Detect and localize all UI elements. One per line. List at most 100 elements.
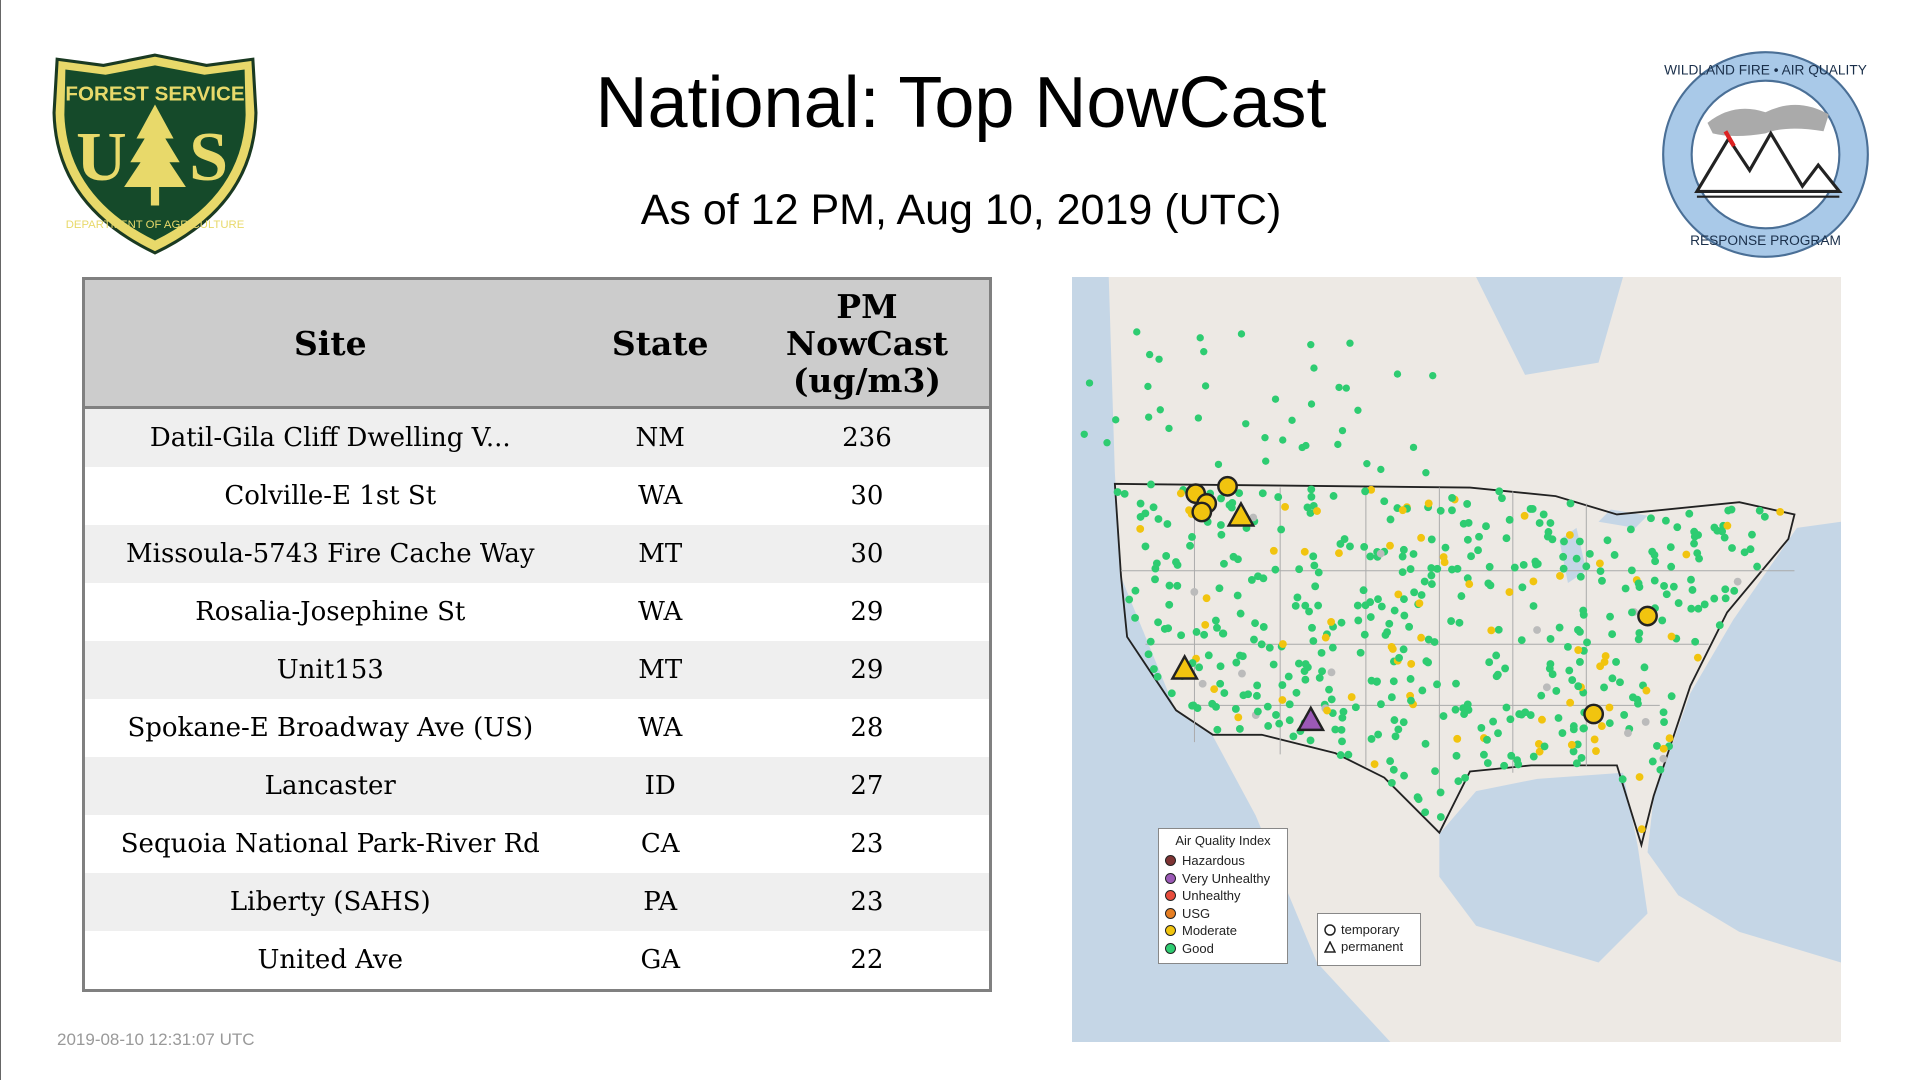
monitor-dot	[1301, 675, 1310, 684]
monitor-dot	[1531, 557, 1540, 566]
monitor-dot	[1399, 718, 1408, 727]
legend-label: Very Unhealthy	[1182, 870, 1271, 886]
monitor-dot	[1277, 525, 1286, 534]
monitor-dot	[1433, 680, 1441, 689]
monitor-dot	[1398, 506, 1407, 515]
monitor-dot	[1721, 594, 1730, 603]
monitor-dot	[1596, 567, 1605, 576]
monitor-dot	[1406, 565, 1415, 573]
monitor-dot	[1494, 625, 1503, 634]
monitor-dot	[1579, 606, 1588, 615]
monitor-dot	[1218, 629, 1227, 638]
monitor-dot	[1217, 494, 1225, 503]
cell-value: 236	[744, 407, 991, 467]
monitor-dot	[1694, 604, 1703, 613]
cell-state: MT	[575, 641, 745, 699]
monitor-dot	[1146, 637, 1155, 646]
monitor-dot	[1574, 682, 1583, 691]
monitor-dot	[1339, 707, 1348, 716]
monitor-dot	[1662, 590, 1671, 599]
monitor-dot	[1452, 751, 1461, 760]
monitor-dot	[1492, 651, 1501, 660]
monitor-dot	[1574, 625, 1582, 634]
monitor-dot	[1647, 514, 1655, 523]
legend-swatch-icon	[1165, 890, 1176, 902]
monitor-dot	[1454, 777, 1463, 786]
monitor-dot	[1188, 701, 1197, 710]
monitor-dot	[1194, 414, 1203, 422]
monitor-dot	[1380, 497, 1389, 506]
monitor-dot	[1327, 618, 1336, 626]
cell-state: MT	[575, 525, 745, 583]
monitor-dot	[1242, 420, 1250, 428]
monitor-dot	[1417, 533, 1426, 542]
monitor-dot	[1598, 576, 1606, 585]
monitor-dot	[1467, 552, 1475, 561]
water-body	[1647, 521, 1841, 963]
monitor-dot	[1546, 635, 1555, 643]
permanent-site-marker	[1226, 500, 1256, 527]
monitor-dot	[1351, 703, 1360, 712]
monitor-dot	[1398, 568, 1407, 577]
monitor-dot	[1307, 485, 1316, 494]
monitor-dot	[1398, 552, 1407, 561]
marker-legend-temporary: temporary	[1324, 921, 1414, 938]
monitor-dot	[1463, 500, 1472, 508]
monitor-dot	[1103, 439, 1111, 447]
monitor-dot	[1515, 710, 1524, 719]
monitor-dot	[1634, 635, 1643, 644]
monitor-dot	[1620, 711, 1629, 719]
monitor-dot	[1596, 662, 1605, 671]
monitor-dot	[1263, 702, 1272, 711]
monitor-dot	[1453, 734, 1462, 743]
monitor-dot	[1231, 705, 1240, 713]
monitor-dot	[1335, 383, 1343, 392]
monitor-dot	[1429, 371, 1437, 380]
monitor-dot	[1606, 612, 1614, 621]
monitor-dot	[1395, 653, 1403, 662]
cell-site: Colville-E 1st St	[83, 467, 576, 525]
monitor-dot	[1202, 594, 1211, 603]
monitor-dot	[1238, 669, 1246, 678]
monitor-dot	[1305, 607, 1313, 616]
monitor-dot	[1505, 515, 1514, 524]
monitor-dot	[1660, 582, 1668, 590]
monitor-dot	[1590, 735, 1599, 744]
monitor-dot	[1533, 626, 1541, 634]
monitor-dot	[1342, 384, 1350, 392]
monitor-dot	[1559, 564, 1568, 573]
monitor-dot	[1338, 426, 1347, 435]
monitor-dot	[1177, 631, 1186, 640]
monitor-dot	[1519, 560, 1528, 569]
monitor-dot	[1565, 666, 1574, 675]
monitor-dot	[1568, 676, 1577, 684]
monitor-dot	[1204, 651, 1213, 660]
monitor-dot	[1776, 507, 1785, 516]
monitor-dot	[1733, 577, 1742, 586]
monitor-dot	[1659, 754, 1668, 763]
water-body	[1476, 277, 1624, 375]
monitor-dot	[1275, 719, 1284, 728]
monitor-dot	[1451, 705, 1460, 714]
monitor-dot	[1311, 582, 1320, 591]
legend-label: Hazardous	[1182, 853, 1245, 869]
monitor-dot	[1422, 657, 1431, 666]
monitor-dot	[1327, 668, 1336, 677]
monitor-dot	[1214, 460, 1223, 469]
monitor-dot	[1238, 652, 1247, 661]
monitor-dot	[1407, 659, 1416, 668]
cell-site: Rosalia-Josephine St	[83, 583, 576, 641]
monitor-dot	[1163, 520, 1172, 528]
monitor-dot	[1269, 660, 1278, 669]
monitor-dot	[1424, 635, 1433, 644]
monitor-dot	[1693, 549, 1702, 558]
monitor-dot	[1234, 555, 1242, 564]
monitor-dot	[1336, 540, 1345, 548]
monitor-dot	[1285, 700, 1294, 709]
monitor-dot	[1272, 711, 1280, 719]
monitor-dot	[1535, 519, 1544, 527]
monitor-dot	[1400, 771, 1409, 780]
monitor-dot	[1386, 515, 1395, 524]
monitor-dot	[1721, 585, 1730, 594]
monitor-dot	[1212, 702, 1220, 711]
